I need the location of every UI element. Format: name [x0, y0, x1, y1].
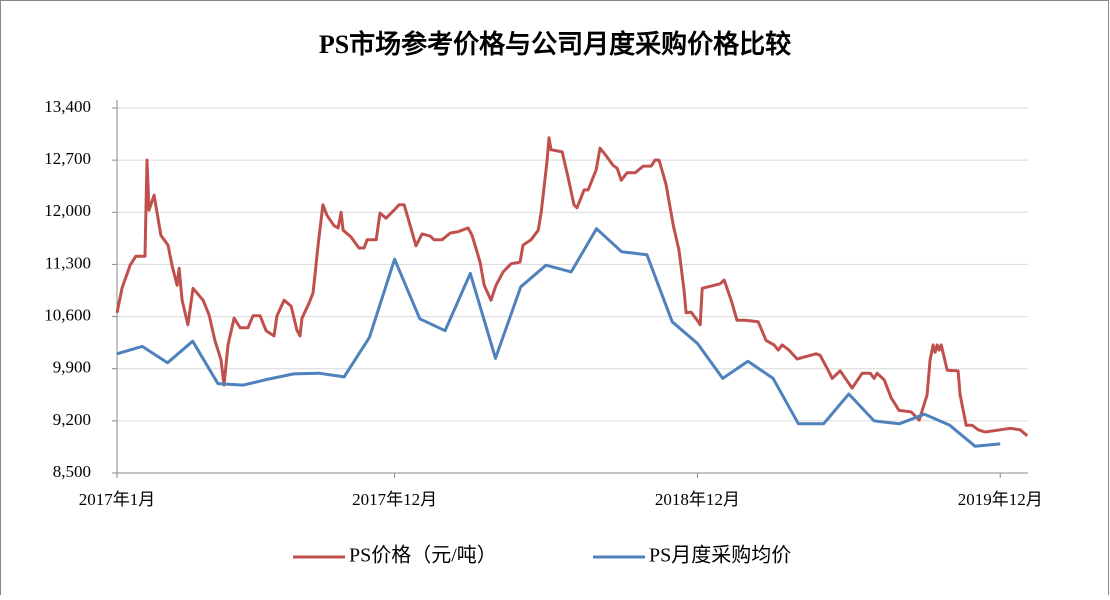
x-tick-label: 2017年1月	[79, 490, 156, 509]
y-tick-label: 12,700	[44, 149, 91, 168]
x-tick-label: 2019年12月	[958, 490, 1043, 509]
y-tick-label: 9,200	[53, 410, 91, 429]
x-tick-label: 2017年12月	[352, 490, 437, 509]
y-tick-label: 12,000	[44, 201, 91, 220]
legend-label: PS月度采购均价	[649, 544, 791, 567]
y-tick-label: 8,500	[53, 462, 91, 481]
chart-title: PS市场参考价格与公司月度采购价格比较	[319, 29, 791, 59]
y-tick-label: 10,600	[44, 305, 91, 324]
y-tick-label: 11,300	[45, 253, 91, 272]
series-line	[115, 136, 1029, 437]
y-tick-label: 9,900	[53, 358, 91, 377]
legend-label: PS价格（元/吨）	[349, 544, 497, 567]
series-line	[116, 227, 1001, 448]
y-tick-label: 13,400	[44, 97, 91, 116]
x-tick-label: 2018年12月	[655, 490, 740, 509]
